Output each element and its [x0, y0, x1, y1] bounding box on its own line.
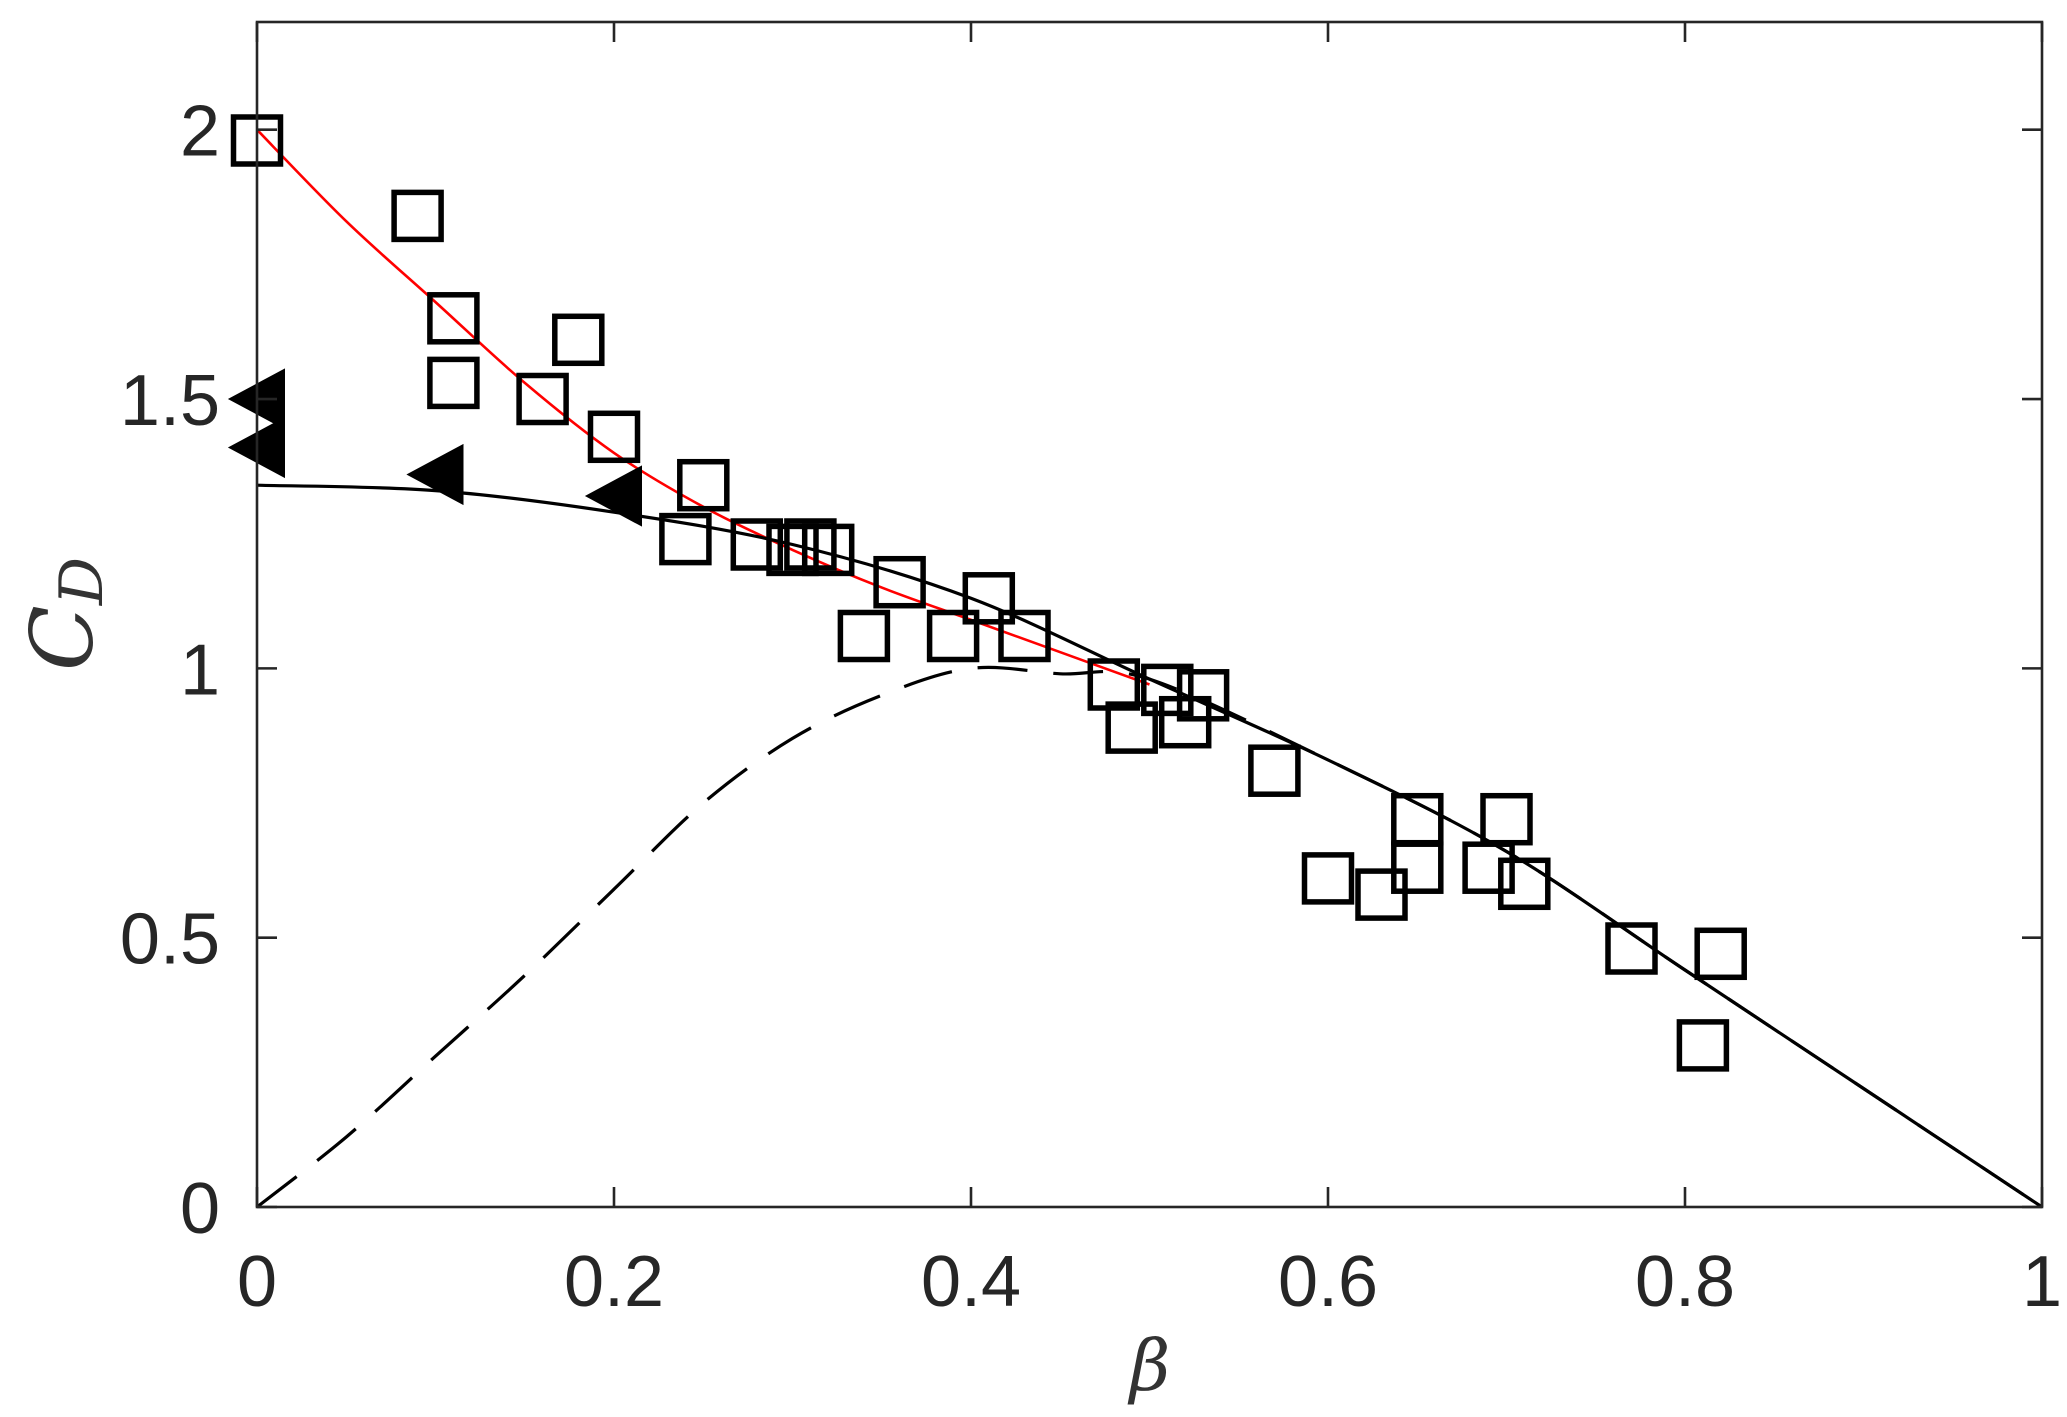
- square-marker: [1676, 1019, 1730, 1072]
- square-marker: [1176, 669, 1230, 722]
- square-marker: [1087, 658, 1141, 711]
- x-tick-label: 0.6: [1278, 1242, 1378, 1322]
- square-marker: [926, 609, 980, 663]
- square-marker: [766, 523, 819, 577]
- data-markers: [227, 114, 1747, 1072]
- square-marker: [730, 518, 784, 571]
- square-marker: [1498, 857, 1551, 911]
- square-marker: [998, 609, 1051, 663]
- square-marker: [516, 372, 569, 426]
- square-marker: [552, 313, 605, 367]
- square-marker: [1391, 841, 1444, 894]
- y-axis-label: CD: [13, 557, 117, 671]
- square-marker: [1158, 695, 1212, 749]
- axes: [255, 20, 2044, 1209]
- square-marker: [962, 572, 1016, 625]
- black-solid-curve: [256, 483, 2043, 1209]
- square-marker: [1694, 927, 1747, 981]
- y-tick-label: 1.5: [120, 361, 220, 441]
- x-tick-label: 1: [2022, 1242, 2062, 1322]
- square-marker: [801, 523, 855, 577]
- square-marker: [391, 189, 444, 243]
- square-marker: [1605, 922, 1658, 975]
- square-marker: [1391, 792, 1444, 846]
- black-dashed-curve: [256, 665, 2043, 1209]
- x-tick-label: 0.4: [921, 1242, 1021, 1322]
- square-marker: [1105, 701, 1158, 754]
- y-tick-label: 2: [180, 92, 220, 172]
- square-marker: [1141, 663, 1194, 717]
- square-marker: [427, 292, 480, 345]
- triangle-marker: [406, 443, 464, 506]
- y-tick-label: 1: [180, 630, 220, 710]
- x-tick-label: 0: [237, 1242, 277, 1322]
- square-marker: [677, 458, 730, 512]
- plot-frame: [255, 20, 2044, 1209]
- square-marker: [1248, 744, 1301, 797]
- square-marker: [659, 512, 712, 566]
- square-marker: [873, 555, 926, 609]
- y-tick-label: 0: [180, 1169, 220, 1249]
- square-marker: [427, 356, 480, 410]
- x-axis-label: β: [1127, 1325, 1170, 1407]
- y-axis-label-subscript: D: [47, 557, 117, 606]
- square-marker: [837, 609, 891, 663]
- tick-labels: 0 0.2 0.4 0.6 0.8 1 0 0.5 1 1.5 2: [120, 92, 2062, 1322]
- square-marker: [1355, 868, 1408, 921]
- x-tick-label: 0.2: [564, 1242, 664, 1322]
- square-marker: [1480, 792, 1533, 846]
- square-marker: [1301, 852, 1355, 905]
- curves: [256, 128, 2043, 1209]
- y-axis-label-main: C: [13, 605, 113, 671]
- triangle-marker: [584, 465, 642, 527]
- square-marker: [784, 518, 837, 571]
- square-marker: [587, 410, 641, 464]
- y-tick-label: 0.5: [120, 900, 220, 980]
- x-tick-label: 0.8: [1635, 1242, 1735, 1322]
- red-solid-curve: [256, 128, 1150, 686]
